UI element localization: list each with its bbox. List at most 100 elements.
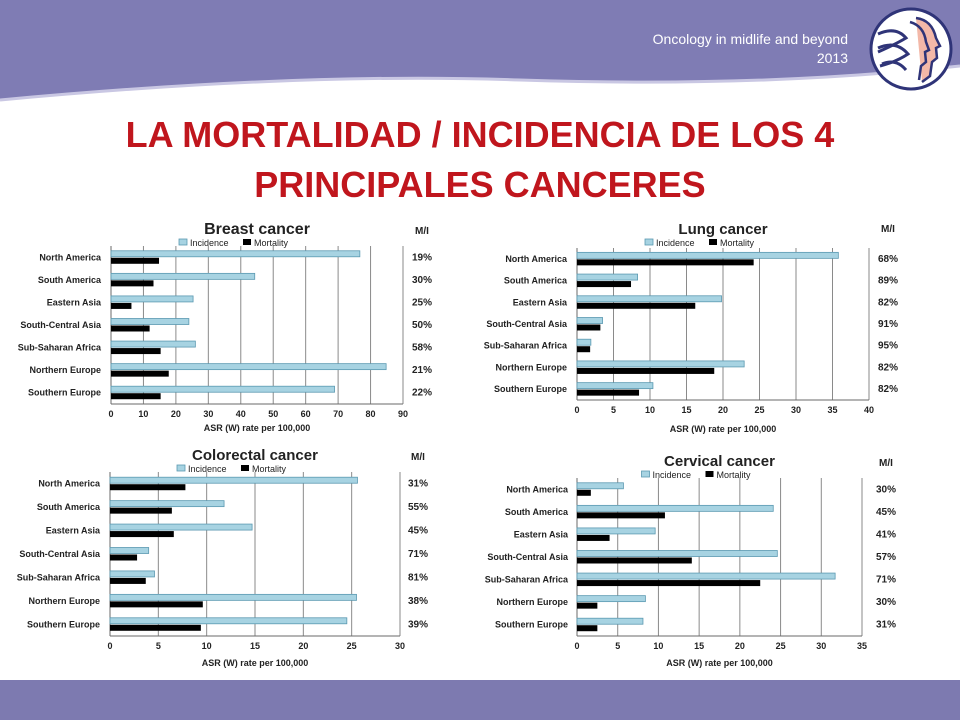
bar-incidence [109, 570, 155, 578]
category-label: Eastern Asia [47, 297, 102, 307]
x-tick-label: 20 [718, 405, 728, 415]
chart-legend: Incidence Mortality [178, 238, 289, 248]
ratio-value: 31% [408, 479, 428, 490]
bar-incidence [576, 360, 745, 368]
category-label: Southern Europe [494, 384, 567, 394]
x-tick-label: 30 [791, 405, 801, 415]
x-tick-label: 35 [857, 641, 867, 651]
legend-swatch-incidence [178, 238, 188, 246]
chart-panel-breast: Breast cancer Incidence Mortality M/I 0 10 20 3… [8, 216, 480, 440]
bar-mortality [110, 554, 138, 561]
x-tick-label: 30 [395, 641, 405, 651]
ratio-value: 30% [876, 484, 896, 495]
legend-label-incidence: Incidence [653, 470, 692, 480]
x-tick-label: 90 [398, 409, 408, 419]
x-axis-title: ASR (W) rate per 100,000 [666, 658, 773, 668]
bar-incidence [110, 250, 361, 258]
category-label: Eastern Asia [46, 526, 101, 536]
category-label: Sub-Saharan Africa [484, 341, 568, 351]
legend-swatch-incidence [176, 464, 186, 472]
x-axis-title: ASR (W) rate per 100,000 [204, 423, 311, 433]
bar-incidence [109, 593, 357, 601]
x-tick-label: 0 [574, 405, 579, 415]
chart-panel-cervical: Cervical cancer Incidence Mortality M/I 0 5 10… [476, 448, 948, 678]
x-axis-title: ASR (W) rate per 100,000 [202, 658, 309, 668]
ratio-value: 82% [878, 362, 898, 373]
bar-incidence [576, 251, 839, 259]
bar-incidence [576, 273, 638, 281]
ratio-header: M/I [415, 226, 429, 237]
category-label: South America [37, 502, 101, 512]
legend-swatch-incidence [641, 470, 650, 478]
bar-mortality [111, 280, 154, 287]
ratio-value: 89% [878, 276, 898, 287]
profile-faces-logo-icon [869, 7, 953, 91]
category-label: North America [506, 484, 569, 494]
category-label: Sub-Saharan Africa [17, 572, 101, 582]
ratio-value: 19% [412, 252, 432, 263]
category-label: South-Central Asia [20, 320, 102, 330]
bar-mortality [577, 346, 591, 353]
category-label: Southern Europe [27, 619, 100, 629]
chart-legend: Incidence Mortality [641, 470, 752, 480]
ratio-value: 41% [876, 529, 896, 540]
x-axis-title: ASR (W) rate per 100,000 [670, 424, 777, 434]
bar-incidence [576, 550, 778, 557]
chart-title: Lung cancer [678, 221, 767, 238]
x-tick-label: 30 [816, 641, 826, 651]
bar-mortality [111, 325, 150, 332]
legend-label-mortality: Mortality [717, 470, 752, 480]
ratio-header: M/I [879, 458, 893, 469]
bar-mortality [110, 601, 203, 608]
x-tick-label: 10 [202, 641, 212, 651]
bar-mortality [110, 531, 174, 538]
chart-title: Colorectal cancer [192, 447, 318, 464]
bar-mortality [111, 348, 161, 355]
bar-incidence [576, 317, 603, 324]
bar-incidence [576, 338, 592, 346]
bar-incidence [110, 318, 190, 325]
chart-title: Breast cancer [204, 221, 310, 238]
category-label: Northern Europe [28, 596, 100, 606]
x-tick-label: 30 [203, 409, 213, 419]
ratio-value: 57% [876, 552, 896, 563]
header-line-1: Oncology in midlife and beyond [652, 31, 848, 47]
x-tick-label: 15 [250, 641, 260, 651]
legend-swatch-mortality [709, 239, 717, 245]
ratio-value: 82% [878, 384, 898, 395]
x-tick-label: 60 [301, 409, 311, 419]
bar-mortality [577, 324, 601, 331]
x-tick-label: 10 [138, 409, 148, 419]
x-tick-label: 10 [653, 641, 663, 651]
legend-label-incidence: Incidence [656, 238, 695, 248]
x-tick-label: 15 [694, 641, 704, 651]
bar-mortality [577, 534, 610, 541]
category-label: South America [504, 276, 568, 286]
bar-mortality [110, 507, 172, 514]
x-tick-label: 70 [333, 409, 343, 419]
x-tick-label: 40 [864, 405, 874, 415]
bar-incidence [109, 617, 348, 625]
x-tick-label: 40 [236, 409, 246, 419]
category-label: Northern Europe [29, 365, 101, 375]
chart-legend: Incidence Mortality [644, 238, 755, 248]
bar-mortality [577, 602, 598, 609]
legend-label-mortality: Mortality [254, 238, 289, 248]
x-tick-label: 15 [681, 405, 691, 415]
bar-incidence [576, 504, 774, 512]
bar-mortality [577, 302, 696, 309]
bar-incidence [109, 476, 358, 484]
ratio-value: 45% [408, 526, 428, 537]
category-label: Northern Europe [495, 362, 567, 372]
bar-mortality [577, 580, 761, 587]
category-label: Eastern Asia [514, 529, 569, 539]
ratio-value: 38% [408, 596, 428, 607]
chart-legend: Incidence Mortality [176, 464, 287, 474]
ratio-value: 30% [876, 597, 896, 608]
bar-mortality [111, 393, 161, 400]
ratio-value: 39% [408, 619, 428, 630]
bar-incidence [109, 523, 253, 531]
bar-incidence [576, 595, 646, 603]
